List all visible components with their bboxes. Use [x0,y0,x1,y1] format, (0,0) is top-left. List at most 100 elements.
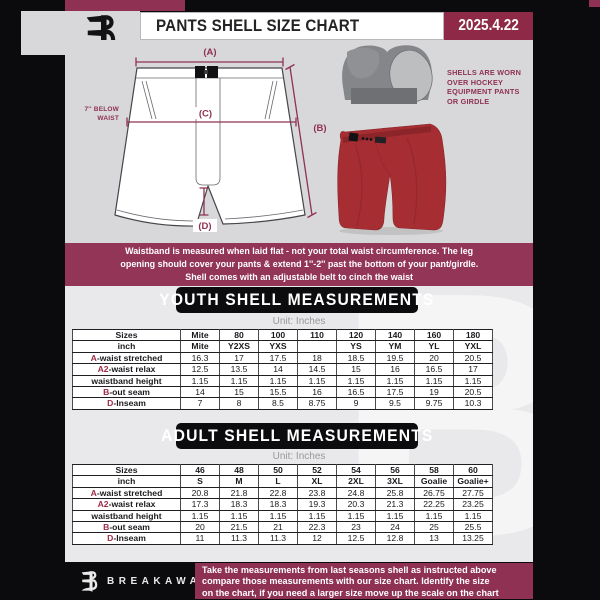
shorts-outline [114,67,306,227]
cell: 8.75 [297,397,337,410]
cell: 12.5 [180,363,220,376]
table-row: inch Mite Y2XS YXS YS YM YL YXL [72,340,493,353]
top-accent-bar [65,0,185,11]
page-title: PANTS SHELL SIZE CHART [156,16,360,35]
cell: 8.5 [258,397,298,410]
cell: 16 [297,386,337,399]
table-row: A-waist stretched 16.3 17 17.5 18 18.5 19.5 20 2… [72,351,493,365]
cell: 20.8 [180,486,220,500]
cell: 1.15 [258,509,298,523]
row-label: A2-waist relax [72,363,181,376]
cell: YXL [453,340,493,353]
cell: 80 [219,328,259,342]
measure-label-d: (D) [198,221,211,232]
footer-note-box: Take the measurements from last seasons … [195,563,533,599]
table-row: Sizes 46 48 50 52 54 56 58 60 [72,463,493,477]
cell: 7 [180,397,220,410]
cell: 27.75 [453,486,493,500]
photo-note: SHELLS ARE WORN OVER HOCKEY EQUIPMENT PA… [447,68,533,106]
below-waist-line2: WAIST [97,114,119,122]
cell: 18.3 [258,498,298,511]
cell: YXS [258,340,298,353]
adult-heading-banner: ADULT SHELL MEASUREMENTS [161,423,432,449]
cell: 20.3 [336,498,376,511]
footer-note-line: Take the measurements from last seasons … [202,565,497,575]
row-label-prefix: B [103,522,110,533]
cell: 13.25 [453,532,493,545]
cell: 17.5 [258,351,298,365]
table-row: waistband height 1.15 1.15 1.15 1.15 1.15 1.15… [72,374,493,388]
cell: 23.8 [297,486,337,500]
cell: 9 [336,397,376,410]
red-shell [337,123,447,231]
table-row: Sizes Mite 80 100 110 120 140 160 180 [72,328,493,342]
adult-size-table: Sizes 46 48 50 52 54 56 58 60 inch S M L XL 2XL 3XL Goal… [72,463,493,545]
row-label: waistband height [72,509,181,523]
cell: 20.5 [453,386,493,399]
cell [297,340,337,353]
youth-size-table: Sizes Mite 80 100 110 120 140 160 180 inch Mite Y2X… [72,328,493,410]
cell: S [180,475,220,488]
cell: 19 [414,386,454,399]
cell: 1.15 [258,374,298,388]
cell: 11.3 [258,532,298,545]
footer-note-line: compare those measurements with our size… [202,576,490,587]
photo-note-line: OR GIRDLE [447,96,490,106]
cell: 54 [336,463,376,477]
row-label: waistband height [72,374,181,388]
cell: 22.25 [414,498,454,511]
row-label: A-waist stretched [72,351,181,365]
title-box: PANTS SHELL SIZE CHART [140,12,444,40]
cell: 20.5 [453,351,493,365]
row-label: Sizes [72,463,181,477]
cell: 50 [258,463,298,477]
date-badge: 2025.4.22 [444,12,533,40]
cell: 46 [180,463,220,477]
cell: Y2XS [219,340,259,353]
cell: 1.15 [453,509,493,523]
footer-brand-text: BREAKAWAY [107,576,212,587]
row-label-prefix: D [107,533,114,544]
cell: 13.5 [219,363,259,376]
cell: 12.5 [336,532,376,545]
cell: 24.8 [336,486,376,500]
notice-line: Shell comes with an adjustable belt to c… [185,272,413,283]
row-label-prefix: A [90,487,97,498]
cell: 25.8 [375,486,415,500]
cell: 10.3 [453,397,493,410]
cell: 19.5 [375,351,415,365]
cell: 20 [414,351,454,365]
table-row: inch S M L XL 2XL 3XL Goalie Goalie+ [72,475,493,488]
youth-unit-label: Unit: Inches [272,316,326,327]
adult-heading: ADULT SHELL MEASUREMENTS [160,426,434,445]
table-row: A2-waist relax 17.3 18.3 18.3 19.3 20.3 21.3 22… [72,498,493,511]
cell: 12 [297,532,337,545]
belt-buckle [195,66,218,78]
cell: 1.15 [375,374,415,388]
cell: 1.15 [453,374,493,388]
row-label: A-waist stretched [72,486,181,500]
cell: 23 [336,521,376,534]
cell: 17.5 [375,386,415,399]
photo-note-line: SHELLS ARE WORN [447,68,522,77]
cell: 14 [180,386,220,399]
cell: 48 [219,463,259,477]
measure-label-a: (A) [203,47,216,58]
cell: 1.15 [180,374,220,388]
cell: 23.25 [453,498,493,511]
cell: 110 [297,328,337,342]
cell: 11.3 [219,532,259,545]
photo-note-line: EQUIPMENT PANTS [447,87,520,96]
cell: 22.8 [258,486,298,500]
row-label: D-Inseam [72,532,181,545]
cell: 8 [219,397,259,410]
cell: Goalie+ [453,475,493,488]
footer-breakaway-logo-icon [81,571,98,592]
cell: YM [375,340,415,353]
cell: 17 [453,363,493,376]
cell: 20 [180,521,220,534]
cell: 24 [375,521,415,534]
row-label: D-Inseam [72,397,181,410]
cell: 17 [219,351,259,365]
cell: 56 [375,463,415,477]
